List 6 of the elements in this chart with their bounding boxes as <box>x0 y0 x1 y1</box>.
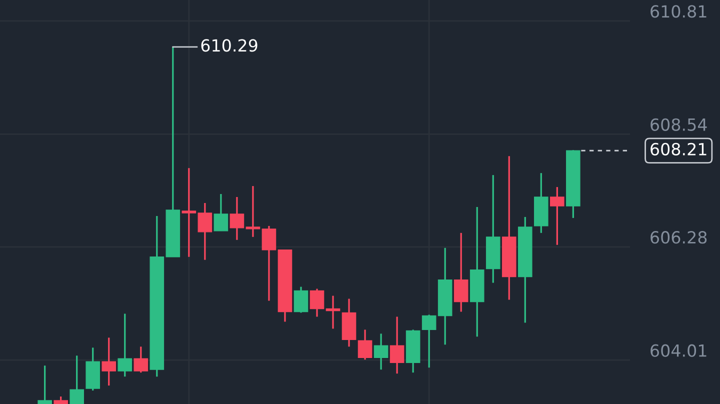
ref-line-label: 608.21 <box>650 142 706 156</box>
y-tick-label: 606.28 <box>650 231 707 244</box>
y-tick-label: 610.81 <box>650 5 706 18</box>
y-tick-label: 608.54 <box>650 118 707 131</box>
annotation: 610.29 <box>201 39 258 52</box>
y-tick-label: 604.01 <box>650 344 706 357</box>
